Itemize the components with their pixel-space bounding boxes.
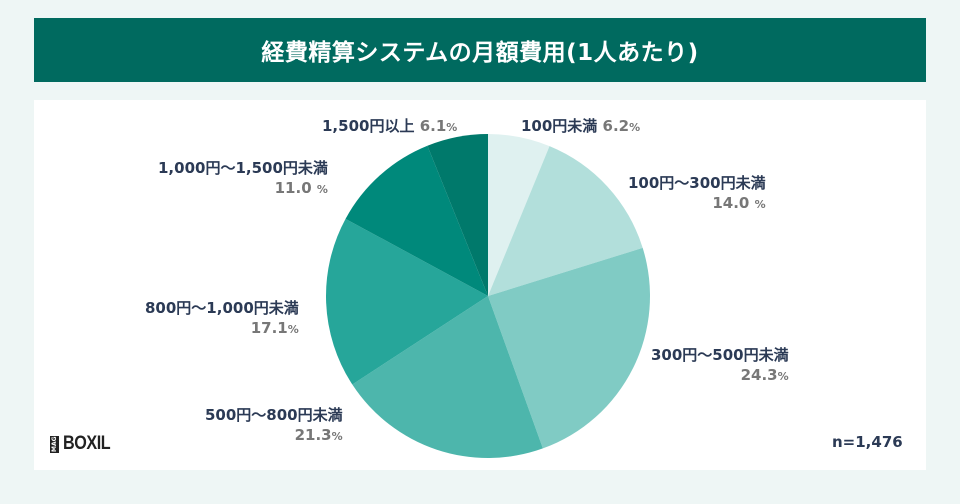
label-slice-5: 1,000円〜1,500円未満 11.0 % <box>158 159 328 197</box>
title-bar: 経費精算システムの月額費用(1人あたり) <box>34 18 926 82</box>
logo-wordmark: BOXIL <box>63 433 111 454</box>
pie-slice-1 <box>488 146 643 296</box>
boxil-logo: MAG BOXIL <box>50 433 119 455</box>
label-slice-0: 100円未満 6.2% <box>521 117 641 135</box>
logo-mag-mark: MAG <box>50 435 59 453</box>
sample-size: n=1,476 <box>832 433 903 451</box>
label-slice-2: 300円〜500円未満 24.3% <box>651 346 789 384</box>
pie-slice-2 <box>488 247 650 449</box>
pie-slice-4 <box>326 218 488 385</box>
pie-slice-6 <box>427 134 488 296</box>
label-slice-6: 1,500円以上 6.1% <box>322 117 458 135</box>
label-slice-1: 100円〜300円未満 14.0 % <box>628 174 766 212</box>
pie-slice-0 <box>488 134 550 296</box>
label-slice-3: 500円〜800円未満 21.3% <box>205 406 343 444</box>
label-slice-4: 800円〜1,000円未満 17.1% <box>145 299 299 337</box>
pie-slice-5 <box>345 145 488 296</box>
pie-slice-3 <box>352 296 543 458</box>
chart-title: 経費精算システムの月額費用(1人あたり) <box>261 40 699 66</box>
